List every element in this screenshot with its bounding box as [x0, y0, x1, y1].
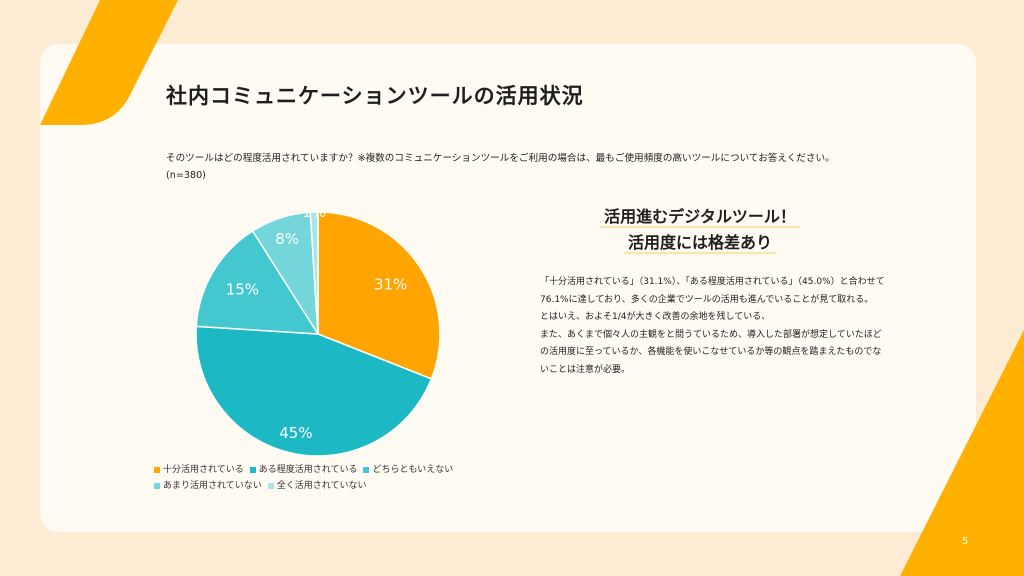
page-number: 5 — [962, 536, 969, 547]
pie-slice-1 — [317, 211, 441, 380]
pie-label-1: 31% — [374, 276, 407, 294]
legend-item-3: どちらともいえない — [363, 462, 453, 478]
pie-slice-2 — [195, 325, 433, 457]
headline-line-2: 活用度には格差あり — [623, 233, 776, 254]
legend-swatch — [154, 466, 160, 473]
legend-swatch — [249, 466, 256, 473]
sample-size: (n=380) — [166, 170, 206, 181]
legend-label: どちらともいえない — [372, 465, 454, 475]
legend-label: ある程度活用されている — [258, 465, 358, 475]
pie-label-5: 1% — [302, 203, 326, 221]
legend-item-1: 十分活用されている — [154, 462, 244, 478]
legend-item-4: あまり活用されていない — [154, 478, 262, 494]
analysis-paragraph-1: 「十分活用されている」（31.1%）、「ある程度活用されている」（45.0%）と… — [540, 277, 885, 305]
chart-legend: 十分活用されている ある程度活用されている どちらともいえないあまり活用されていない… — [154, 462, 484, 494]
analysis-text: 「十分活用されている」（31.1%）、「ある程度活用されている」（45.0%）と… — [540, 274, 885, 379]
analysis-paragraph-2: とはいえ、およそ1/4が大きく改善の余地を残している、 — [540, 312, 771, 322]
pie-label-3: 15% — [226, 280, 259, 298]
analysis-paragraph-3: また、あくまで個々人の主観をと問うているため、導入した部署が想定していたほどの活… — [540, 329, 882, 375]
pie-slice-5 — [309, 211, 319, 335]
legend-swatch — [267, 482, 274, 489]
headline-line-1: 活用進むデジタルツール！ — [600, 207, 800, 228]
pie-slice-3 — [195, 229, 320, 335]
slide-title: 社内コミュニケーションツールの活用状況 — [166, 84, 584, 108]
slide-card — [40, 44, 976, 532]
legend-item-2: ある程度活用されている — [249, 462, 358, 478]
legend-swatch — [363, 466, 370, 473]
pie-label-4: 8% — [275, 230, 299, 248]
question-text: そのツールはどの程度活用されていますか？※複数のコミュニケーションツールをご利用… — [166, 153, 835, 164]
legend-item-5: 全く活用されていない — [267, 478, 367, 494]
legend-swatch — [154, 482, 160, 489]
pie-label-2: 45% — [279, 424, 312, 442]
survey-question: そのツールはどの程度活用されていますか？※複数のコミュニケーションツールをご利用… — [166, 150, 896, 184]
legend-label: 全く活用されていない — [276, 481, 367, 491]
headline: 活用進むデジタルツール！ 活用度には格差あり — [560, 204, 840, 256]
legend-label: あまり活用されていない — [163, 481, 262, 491]
legend-label: 十分活用されている — [163, 465, 244, 475]
